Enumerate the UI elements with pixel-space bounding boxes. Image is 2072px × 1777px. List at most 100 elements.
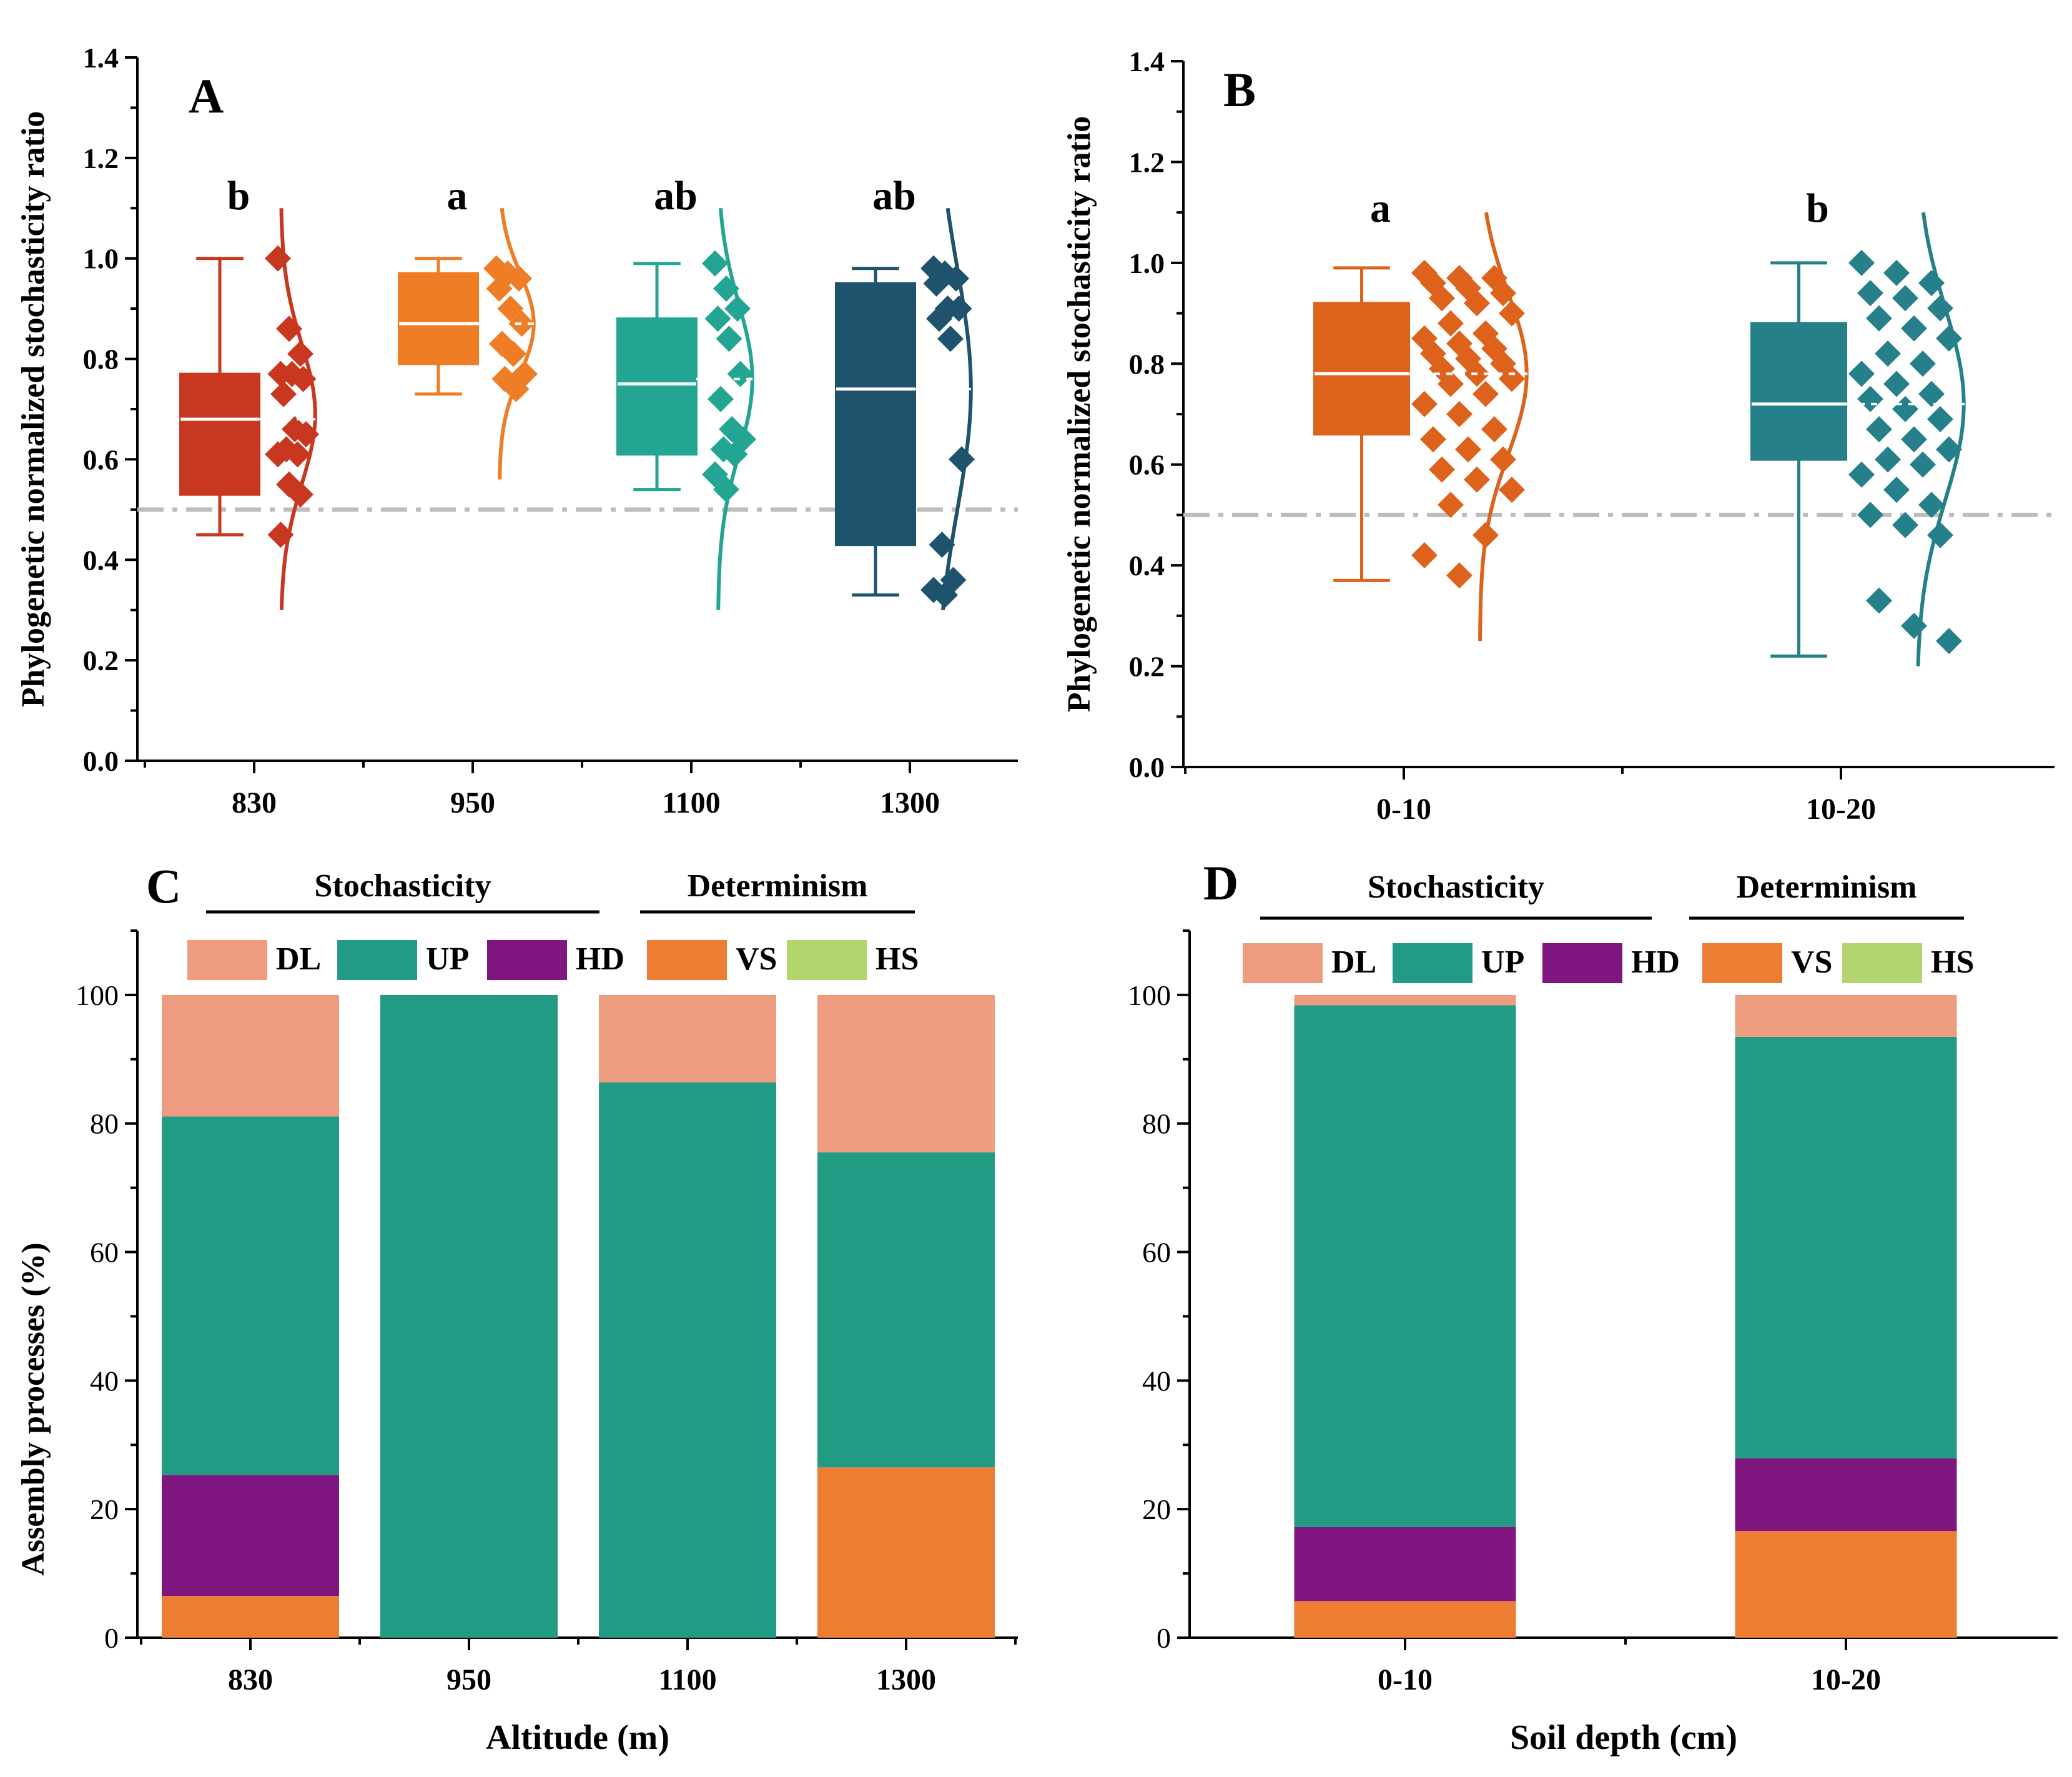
y-axis-label: Assembly processes (%) [16, 1242, 51, 1575]
x-tick-label: 830 [232, 786, 277, 819]
bracket-label-determinism: Determinism [1737, 869, 1917, 905]
panel-letter: A [189, 69, 224, 123]
legend-swatch-dl [187, 940, 267, 980]
significance-letter: ab [872, 173, 916, 219]
y-tick-label: 0.2 [83, 645, 119, 676]
data-point [926, 305, 952, 332]
y-tick-label: 0.0 [83, 745, 119, 777]
density-curve [498, 207, 536, 480]
data-point [1936, 628, 1962, 655]
bar-segment-dl [1735, 994, 1957, 1037]
y-tick-label: 0.4 [1129, 550, 1165, 582]
data-point [506, 265, 532, 292]
legend-swatch-hd [1542, 943, 1622, 983]
bracket-label-stochasticity: Stochasticity [1368, 869, 1544, 905]
data-point [287, 481, 313, 508]
data-point [265, 245, 291, 272]
data-point [1446, 562, 1473, 589]
data-point [1464, 290, 1490, 317]
y-tick-label: 0.4 [83, 544, 119, 576]
panel-letter: C [146, 859, 181, 913]
legend-label: HD [576, 941, 624, 977]
panel-letter: D [1203, 856, 1238, 910]
data-point [1883, 260, 1910, 286]
legend-swatch-vs [1702, 943, 1782, 983]
data-point [713, 476, 739, 503]
y-axis-label: Phylogenetic normalized stochasticity ra… [1062, 116, 1097, 713]
bar-segment-up [380, 994, 558, 1638]
data-point [929, 532, 955, 558]
y-tick-label: 40 [90, 1365, 119, 1397]
data-point [1936, 325, 1962, 352]
data-point [1910, 350, 1936, 377]
density-curve [279, 208, 317, 610]
significance-letter: b [227, 173, 250, 219]
data-point [1411, 390, 1438, 417]
data-point [1490, 280, 1516, 307]
significance-letter: ab [654, 173, 698, 219]
y-tick-label: 20 [1142, 1493, 1171, 1525]
data-point [708, 385, 734, 412]
data-point [1892, 285, 1918, 312]
data-point [265, 441, 291, 468]
y-tick-label: 0.6 [83, 443, 119, 475]
legend-label: UP [426, 941, 469, 977]
box-iqr [835, 282, 916, 547]
data-point [503, 375, 530, 402]
data-point [1892, 512, 1918, 538]
panel-a: A Phylogenetic normalized stochasticity r… [16, 42, 1018, 819]
data-point [721, 441, 748, 468]
x-tick-label: 950 [446, 1663, 491, 1696]
legend-swatch-hs [1842, 943, 1922, 983]
bar-segment-dl [599, 994, 776, 1082]
bar-segment-vs [817, 1467, 995, 1638]
data-point [943, 265, 969, 292]
x-tick-label: 830 [228, 1663, 273, 1696]
x-tick-label: 950 [450, 786, 495, 819]
data-point [1883, 477, 1910, 503]
legend-swatch-hd [487, 940, 567, 980]
bar-segment-up [162, 1116, 339, 1475]
y-tick-label: 1.2 [83, 142, 119, 174]
legend-label: HS [876, 941, 919, 977]
data-point [1473, 380, 1499, 407]
data-point [1490, 446, 1516, 473]
box-iqr [1313, 302, 1410, 436]
y-tick-label: 0 [1157, 1622, 1171, 1654]
box-iqr [616, 317, 698, 456]
data-point [1910, 451, 1936, 478]
legend-label: DL [1331, 944, 1376, 980]
data-point [1901, 613, 1927, 639]
x-tick-label: 1300 [876, 1663, 936, 1696]
data-point [932, 582, 958, 608]
data-point [702, 250, 728, 277]
data-point [508, 310, 535, 337]
data-point [1918, 492, 1945, 518]
legend-label: VS [1791, 944, 1832, 980]
data-point [1927, 406, 1953, 433]
data-point [1848, 249, 1875, 276]
density-curve [716, 208, 754, 610]
bar-segment-hd [162, 1475, 339, 1596]
bar-segment-dl [162, 994, 339, 1117]
data-point [716, 325, 742, 352]
y-tick-label: 100 [76, 979, 119, 1011]
data-point [1481, 416, 1507, 443]
data-point [1499, 477, 1525, 503]
y-tick-label: 60 [90, 1237, 119, 1269]
data-point [293, 421, 319, 448]
data-point [1883, 370, 1910, 397]
legend-label: HD [1631, 944, 1680, 980]
y-tick-label: 0.2 [1129, 651, 1165, 683]
y-tick-label: 1.4 [1129, 46, 1165, 77]
y-tick-label: 0.6 [1129, 449, 1165, 481]
y-tick-label: 0.8 [1129, 348, 1165, 380]
data-point [1927, 295, 1953, 322]
panel-b: B Phylogenetic normalized stochasticity r… [1062, 46, 2055, 826]
data-point [287, 340, 313, 367]
significance-letter: a [1370, 186, 1391, 231]
y-tick-label: 0 [104, 1622, 119, 1654]
bar-segment-up [1294, 1005, 1516, 1527]
data-point [1420, 426, 1446, 453]
legend-label: VS [736, 941, 777, 977]
